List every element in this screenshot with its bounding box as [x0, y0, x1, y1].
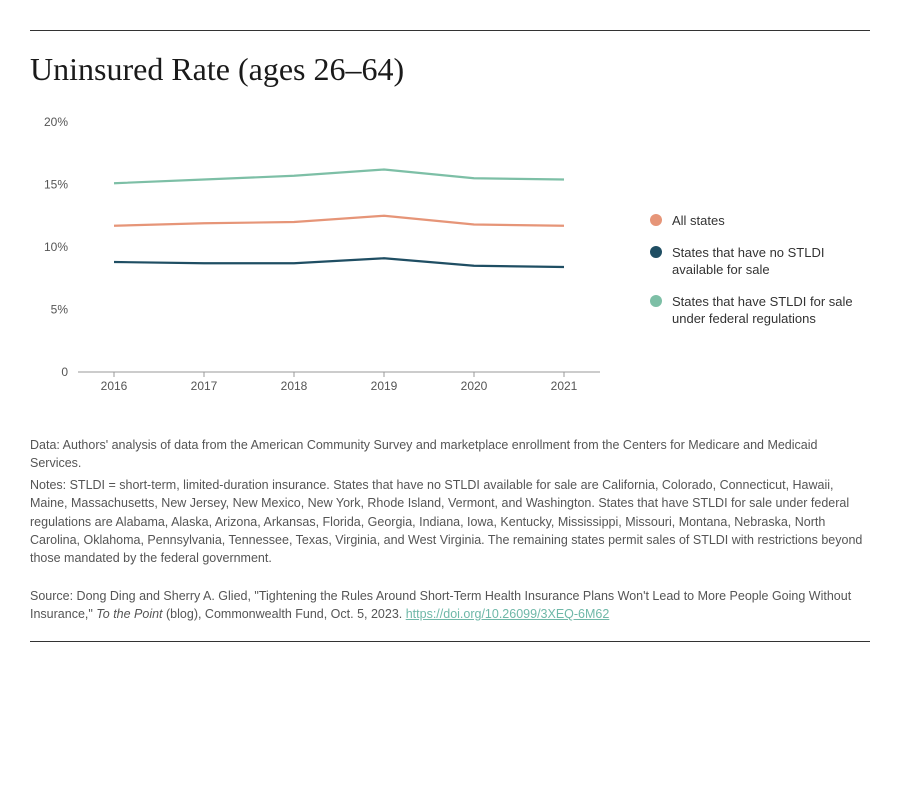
legend-item-all: All states — [650, 212, 870, 230]
series-line-no_stldi — [114, 258, 564, 267]
source-link[interactable]: https://doi.org/10.26099/3XEQ-6M62 — [406, 607, 610, 621]
series-line-all — [114, 216, 564, 226]
methods-note: Notes: STLDI = short-term, limited-durat… — [30, 476, 870, 567]
series-line-stldi_fed — [114, 170, 564, 184]
legend-item-no_stldi: States that have no STLDI available for … — [650, 244, 870, 279]
bottom-rule — [30, 641, 870, 642]
data-note: Data: Authors' analysis of data from the… — [30, 436, 870, 472]
line-chart: 0 5% 10% 15% 20% 2016 2017 2018 2019 2020 2021 — [30, 112, 610, 412]
legend-label: States that have no STLDI available for … — [672, 244, 870, 279]
y-tick-label: 5% — [51, 303, 69, 317]
notes-block: Data: Authors' analysis of data from the… — [30, 436, 870, 567]
legend-swatch — [650, 214, 662, 226]
x-tick-label: 2020 — [461, 379, 488, 393]
chart-wrap: 0 5% 10% 15% 20% 2016 2017 2018 2019 2020 2021 All… — [30, 112, 870, 412]
legend: All states States that have no STLDI avai… — [610, 112, 870, 342]
x-tick-label: 2016 — [101, 379, 128, 393]
x-tick-label: 2018 — [281, 379, 308, 393]
top-rule — [30, 30, 870, 31]
source-italic: To the Point — [96, 607, 162, 621]
x-tick-label: 2019 — [371, 379, 398, 393]
legend-label: All states — [672, 212, 725, 230]
y-tick-label: 20% — [44, 115, 68, 129]
legend-swatch — [650, 246, 662, 258]
y-tick-label: 10% — [44, 240, 68, 254]
y-tick-label: 0 — [61, 365, 68, 379]
source-mid: (blog), Commonwealth Fund, Oct. 5, 2023. — [163, 607, 406, 621]
legend-swatch — [650, 295, 662, 307]
legend-label: States that have STLDI for sale under fe… — [672, 293, 870, 328]
x-tick-label: 2021 — [551, 379, 578, 393]
chart-area: 0 5% 10% 15% 20% 2016 2017 2018 2019 2020 2021 — [30, 112, 610, 412]
x-tick-label: 2017 — [191, 379, 218, 393]
legend-item-stldi_fed: States that have STLDI for sale under fe… — [650, 293, 870, 328]
source-block: Source: Dong Ding and Sherry A. Glied, "… — [30, 587, 870, 623]
chart-title: Uninsured Rate (ages 26–64) — [30, 51, 870, 88]
y-tick-label: 15% — [44, 178, 68, 192]
